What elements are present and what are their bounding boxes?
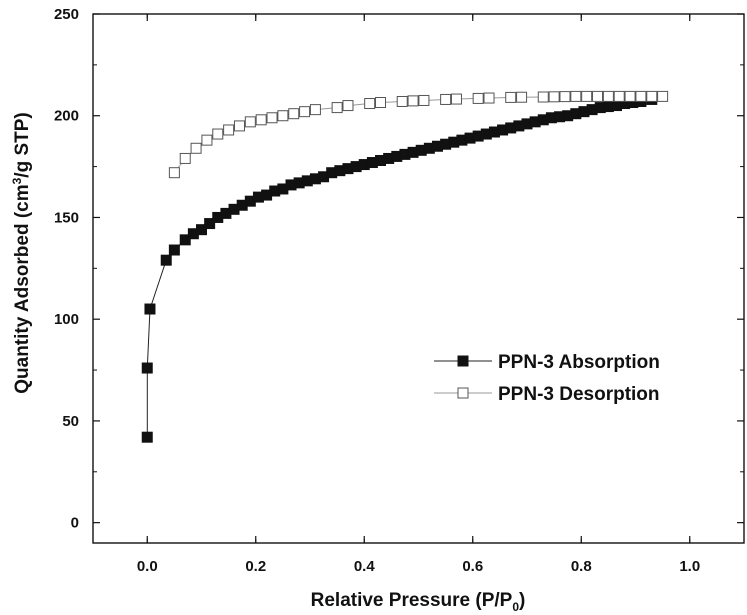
series-absorption	[141, 93, 658, 443]
data-point	[141, 431, 153, 443]
data-point	[266, 112, 278, 124]
data-point	[342, 100, 354, 112]
legend-label: PPN-3 Absorption	[498, 352, 660, 373]
data-point	[537, 91, 549, 103]
data-point	[144, 303, 156, 315]
data-point	[233, 120, 245, 132]
data-point	[483, 92, 495, 104]
legend-entry-desorption: PPN-3 Desorption	[434, 384, 660, 405]
data-point	[613, 90, 625, 102]
data-point	[407, 95, 419, 107]
data-point	[212, 128, 224, 140]
data-point	[440, 93, 452, 105]
data-point	[168, 244, 180, 256]
data-point	[646, 90, 658, 102]
data-point	[472, 92, 484, 104]
data-point	[570, 90, 582, 102]
x-tick-label: 0.2	[245, 558, 266, 575]
x-axis-title: Relative Pressure (P/P0)	[311, 590, 526, 614]
data-point	[160, 254, 172, 266]
y-tick-label: 100	[54, 311, 79, 328]
data-point	[635, 90, 647, 102]
legend-marker	[457, 387, 469, 399]
data-point	[624, 90, 636, 102]
data-point	[505, 91, 517, 103]
x-tick-label: 0.6	[462, 558, 483, 575]
axes: 0.0 0.2 0.4 0.6 0.8 1.0 0 50 100 150 200 250	[54, 6, 745, 575]
legend-entry-absorption: PPN-3 Absorption	[434, 352, 660, 373]
legend-label: PPN-3 Desorption	[498, 384, 660, 405]
data-point	[196, 224, 207, 236]
y-tick-label: 250	[54, 6, 79, 23]
x-tick-label: 0.4	[354, 558, 376, 575]
y-tick-label: 200	[54, 108, 79, 125]
y-tick-label: 150	[54, 209, 79, 226]
data-point	[168, 167, 180, 179]
data-point	[375, 97, 387, 109]
x-axis-title-main: Relative Pressure (P/P	[311, 590, 513, 611]
y-axis-title-superscript: 3	[10, 177, 24, 184]
data-point	[223, 124, 235, 136]
y-tick-label: 50	[62, 413, 79, 430]
x-axis-title-end: )	[519, 590, 525, 611]
data-point	[331, 102, 343, 114]
legend: PPN-3 Absorption PPN-3 Desorption	[434, 352, 660, 405]
plot-frame	[92, 13, 745, 544]
data-point	[244, 116, 256, 128]
data-point	[190, 142, 202, 154]
x-axis-title-subscript: 0	[512, 600, 519, 614]
series-desorption	[168, 90, 669, 179]
data-point	[288, 108, 300, 120]
y-axis-title-main: Quantity Adsorbed (cm	[12, 184, 33, 393]
data-point	[179, 234, 191, 246]
legend-marker	[457, 355, 469, 367]
data-point	[548, 91, 560, 103]
data-point	[516, 91, 528, 103]
data-point	[277, 110, 289, 122]
data-point	[657, 90, 669, 102]
data-point	[201, 134, 213, 146]
axis-titles: Relative Pressure (P/P0) Quantity Adsorb…	[10, 112, 525, 614]
data-point	[299, 106, 311, 118]
data-point	[581, 90, 593, 102]
data-point	[602, 90, 614, 102]
data-point	[364, 98, 376, 110]
x-tick-label: 0.0	[137, 558, 158, 575]
data-point	[418, 94, 430, 106]
data-point	[179, 152, 191, 164]
y-tick-label: 0	[71, 515, 79, 532]
x-tick-label: 0.8	[571, 558, 592, 575]
data-point	[204, 218, 216, 230]
series-layer	[141, 90, 669, 443]
data-point	[255, 114, 267, 126]
data-point	[309, 104, 321, 116]
data-point	[592, 90, 604, 102]
data-point	[396, 95, 408, 107]
data-point	[141, 362, 153, 374]
y-axis-title: Quantity Adsorbed (cm3/g STP)	[10, 112, 33, 394]
data-point	[559, 91, 571, 103]
x-tick-label: 1.0	[679, 558, 700, 575]
y-axis-title-end: /g STP)	[12, 112, 33, 177]
data-point	[450, 93, 462, 105]
